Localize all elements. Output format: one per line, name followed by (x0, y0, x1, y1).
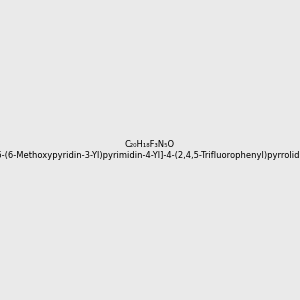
Text: C₂₀H₁₈F₃N₅O
(3r,4s)-1-[6-(6-Methoxypyridin-3-Yl)pyrimidin-4-Yl]-4-(2,4,5-Trifluo: C₂₀H₁₈F₃N₅O (3r,4s)-1-[6-(6-Methoxypyrid… (0, 140, 300, 160)
